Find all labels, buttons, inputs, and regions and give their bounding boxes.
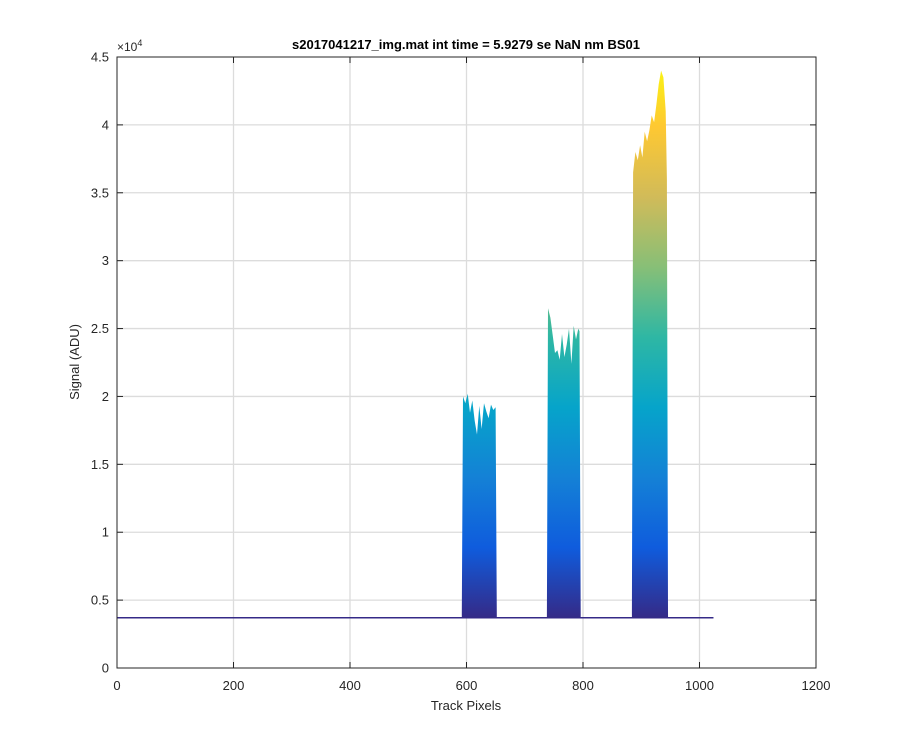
y-axis-ticks: 0 0.5 1 1.5 2 2.5 3 3.5 4 4.5 — [91, 50, 816, 676]
x-tick-label: 0 — [113, 678, 120, 693]
y-exponent-power: 4 — [137, 38, 142, 48]
y-exponent-label: ×104 — [117, 38, 142, 54]
x-tick-label: 200 — [223, 678, 245, 693]
y-axis-label: Signal (ADU) — [67, 324, 82, 400]
y-tick-label: 0 — [102, 661, 109, 676]
y-tick-label: 1 — [102, 525, 109, 540]
x-axis-label: Track Pixels — [431, 698, 502, 713]
x-tick-label: 1200 — [802, 678, 831, 693]
y-tick-label: 1.5 — [91, 457, 109, 472]
signal-peak — [461, 393, 497, 618]
signal-peak — [631, 70, 669, 618]
y-exponent-base: ×10 — [117, 40, 138, 54]
x-axis-ticks: 0 200 400 600 800 1000 1200 — [113, 57, 830, 693]
x-tick-label: 600 — [456, 678, 478, 693]
x-tick-label: 400 — [339, 678, 361, 693]
signal-series — [117, 70, 714, 619]
chart-title: s2017041217_img.mat int time = 5.9279 se… — [292, 37, 640, 52]
x-tick-label: 1000 — [685, 678, 714, 693]
y-tick-label: 0.5 — [91, 593, 109, 608]
y-tick-label: 4 — [102, 117, 109, 132]
x-tick-label: 800 — [572, 678, 594, 693]
y-tick-label: 4.5 — [91, 50, 109, 65]
signal-peak — [546, 308, 581, 618]
y-tick-label: 2 — [102, 389, 109, 404]
y-tick-label: 3 — [102, 253, 109, 268]
y-tick-label: 3.5 — [91, 185, 109, 200]
y-tick-label: 2.5 — [91, 321, 109, 336]
